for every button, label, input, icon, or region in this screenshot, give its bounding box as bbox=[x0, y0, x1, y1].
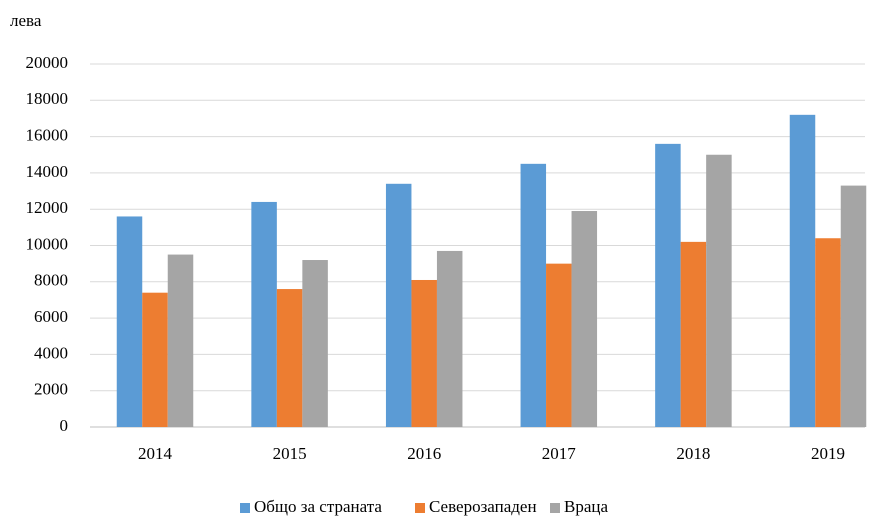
y-tick-label: 12000 bbox=[26, 198, 69, 217]
y-tick-label: 8000 bbox=[34, 271, 68, 290]
y-tick-label: 16000 bbox=[26, 126, 69, 145]
legend-swatch bbox=[415, 503, 425, 513]
bar bbox=[411, 279, 437, 427]
bar bbox=[840, 185, 867, 427]
bar bbox=[680, 241, 707, 427]
bar bbox=[706, 154, 732, 427]
x-tick-label: 2015 bbox=[273, 444, 307, 463]
bar bbox=[815, 238, 841, 427]
y-axis-label: лева bbox=[10, 11, 42, 30]
y-tick-label: 2000 bbox=[34, 380, 68, 399]
legend-swatch bbox=[240, 503, 250, 513]
bar bbox=[436, 250, 463, 427]
bar bbox=[167, 254, 194, 427]
y-tick-label: 20000 bbox=[26, 53, 69, 72]
x-tick-label: 2014 bbox=[138, 444, 173, 463]
bar bbox=[655, 143, 681, 428]
legend-label: Северозападен bbox=[429, 497, 537, 516]
bar bbox=[116, 216, 143, 427]
y-tick-label: 0 bbox=[60, 416, 69, 435]
bar bbox=[520, 163, 547, 427]
x-tick-label: 2016 bbox=[407, 444, 441, 463]
bar bbox=[302, 260, 328, 427]
y-tick-label: 4000 bbox=[34, 343, 68, 362]
legend-label: Общо за страната bbox=[254, 497, 382, 516]
bar bbox=[251, 201, 277, 427]
y-tick-label: 14000 bbox=[26, 162, 69, 181]
y-tick-label: 10000 bbox=[26, 234, 69, 253]
bar bbox=[142, 292, 168, 427]
y-tick-label: 18000 bbox=[26, 89, 69, 108]
x-tick-label: 2018 bbox=[676, 444, 710, 463]
bar bbox=[546, 263, 572, 427]
bar bbox=[571, 211, 598, 427]
legend-swatch bbox=[550, 503, 560, 513]
bar bbox=[789, 114, 816, 427]
legend-label: Враца bbox=[564, 497, 608, 516]
bar bbox=[385, 183, 412, 427]
y-tick-label: 6000 bbox=[34, 307, 68, 326]
bar bbox=[276, 289, 303, 427]
x-tick-label: 2017 bbox=[542, 444, 577, 463]
x-tick-label: 2019 bbox=[811, 444, 845, 463]
